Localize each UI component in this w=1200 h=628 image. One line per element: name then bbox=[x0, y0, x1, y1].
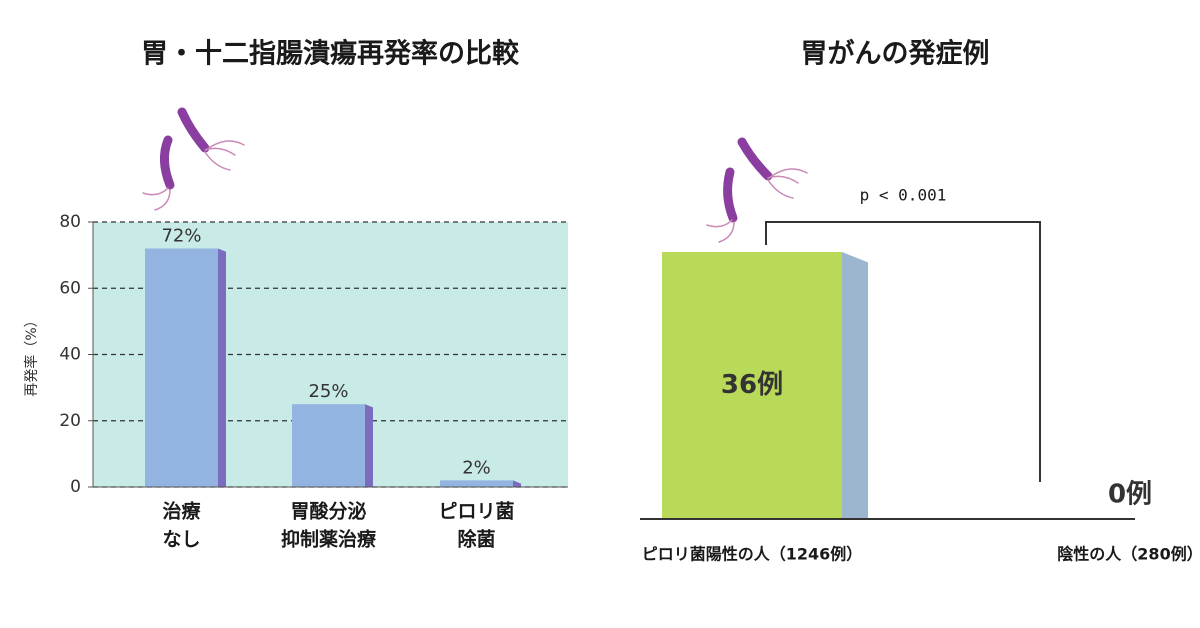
data-label: 25% bbox=[308, 381, 348, 402]
significance-bracket bbox=[765, 221, 1041, 482]
y-tick-label: 0 bbox=[70, 477, 81, 497]
bar-side bbox=[218, 248, 226, 487]
x-tick-label: 胃酸分泌 bbox=[290, 500, 366, 523]
bacteria-icon bbox=[706, 137, 808, 243]
bar-side bbox=[842, 252, 868, 519]
x-tick-label: 治療 bbox=[162, 500, 201, 523]
x-tick-label: なし bbox=[162, 529, 200, 551]
y-tick-label: 20 bbox=[59, 411, 81, 431]
bar bbox=[662, 252, 842, 519]
chart-title: 胃・十二指腸潰瘍再発率の比較 bbox=[141, 38, 520, 70]
data-label: 0例 bbox=[1108, 480, 1152, 510]
chart-title: 胃がんの発症例 bbox=[801, 38, 990, 70]
data-label: 72% bbox=[161, 226, 201, 247]
bar-side bbox=[513, 480, 521, 487]
bar bbox=[145, 248, 218, 487]
x-tick-label: ピロリ菌陽性の人（1246例） bbox=[642, 545, 863, 564]
x-tick-label: 除菌 bbox=[457, 528, 495, 551]
x-tick-label: 陰性の人（280例） bbox=[1057, 545, 1200, 564]
annotation: p < 0.001 bbox=[860, 186, 947, 205]
data-label: 36例 bbox=[721, 370, 783, 400]
x-tick-label: 抑制薬治療 bbox=[281, 528, 377, 551]
bar bbox=[292, 404, 365, 487]
y-axis-label: 再発率（%） bbox=[23, 313, 40, 396]
data-label: 2% bbox=[462, 457, 491, 478]
bar bbox=[440, 480, 513, 487]
y-tick-label: 40 bbox=[59, 345, 81, 365]
x-tick-label: ピロリ菌 bbox=[438, 500, 514, 523]
bacteria-icon bbox=[142, 107, 245, 211]
y-tick-label: 80 bbox=[59, 212, 81, 232]
bar-side bbox=[365, 404, 373, 487]
y-tick-label: 60 bbox=[59, 278, 81, 298]
